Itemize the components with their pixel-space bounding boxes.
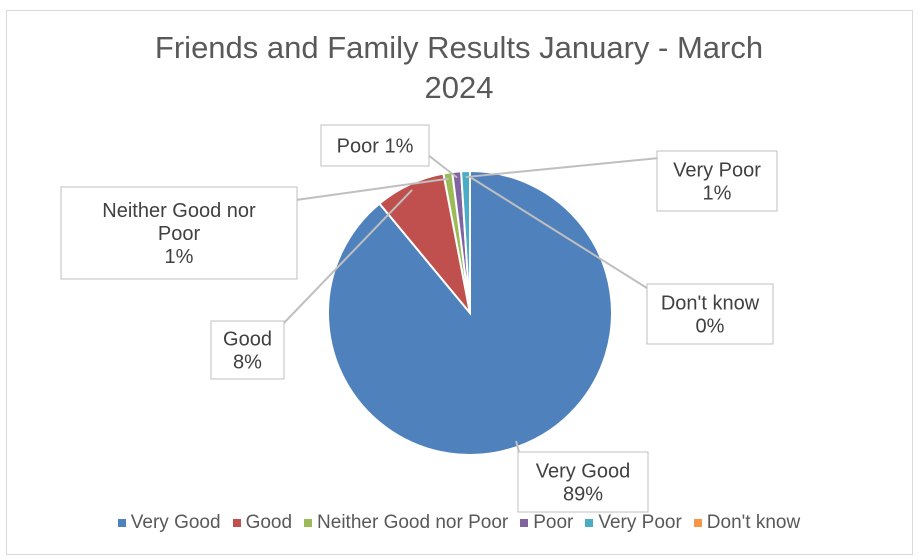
legend-item-poor: Poor — [520, 512, 573, 534]
chart-title: Friends and Family Results January - Mar… — [154, 30, 764, 105]
chart-legend: Very Good Good Neither Good nor Poor Poor Ve… — [0, 512, 918, 534]
data-label-very-poor: Very Poor 1% — [673, 160, 761, 205]
data-label-good: Good 8% — [223, 329, 272, 374]
legend-label: Don't know — [706, 512, 801, 533]
data-label-box-neither-good-nor-poor — [60, 186, 298, 280]
data-label-box-very-poor — [656, 150, 778, 212]
legend-item-very-good: Very Good — [117, 512, 221, 534]
legend-item-neither-good-nor-poor: Neither Good nor Poor — [304, 512, 508, 534]
pie-slice-very-poor — [460, 169, 471, 314]
legend-swatch — [304, 519, 313, 527]
legend-label: Good — [245, 512, 293, 533]
leader-line-poor — [427, 154, 458, 179]
legend-swatch — [693, 519, 702, 527]
data-label-box-very-good — [517, 451, 649, 513]
legend-item-don-t-know: Don't know — [693, 512, 801, 534]
leader-line-neither-good-nor-poor — [295, 177, 449, 201]
legend-swatch — [117, 519, 126, 527]
data-label-box-poor — [320, 124, 430, 167]
data-label-box-don-t-know — [646, 283, 774, 345]
legend-label: Very Good — [130, 512, 221, 533]
legend-label: Very Poor — [598, 512, 682, 533]
leader-line-don-t-know — [469, 176, 651, 291]
legend-item-very-poor: Very Poor — [585, 512, 682, 534]
legend-swatch — [520, 519, 529, 527]
legend-label: Poor — [533, 512, 574, 533]
data-label-box-good — [210, 320, 285, 380]
leader-line-very-poor — [465, 157, 660, 179]
data-label-poor: Poor 1% — [337, 136, 414, 158]
legend-item-good: Good — [232, 512, 293, 534]
data-label-very-good: Very Good 89% — [536, 461, 631, 506]
legend-swatch — [232, 519, 241, 527]
legend-swatch — [585, 519, 594, 527]
legend-label: Neither Good nor Poor — [317, 512, 509, 533]
leader-line-good — [281, 189, 413, 326]
data-label-don-t-know: Don't know 0% — [661, 293, 760, 338]
data-label-neither-good-nor-poor: Neither Good nor Poor 1% — [102, 200, 256, 268]
